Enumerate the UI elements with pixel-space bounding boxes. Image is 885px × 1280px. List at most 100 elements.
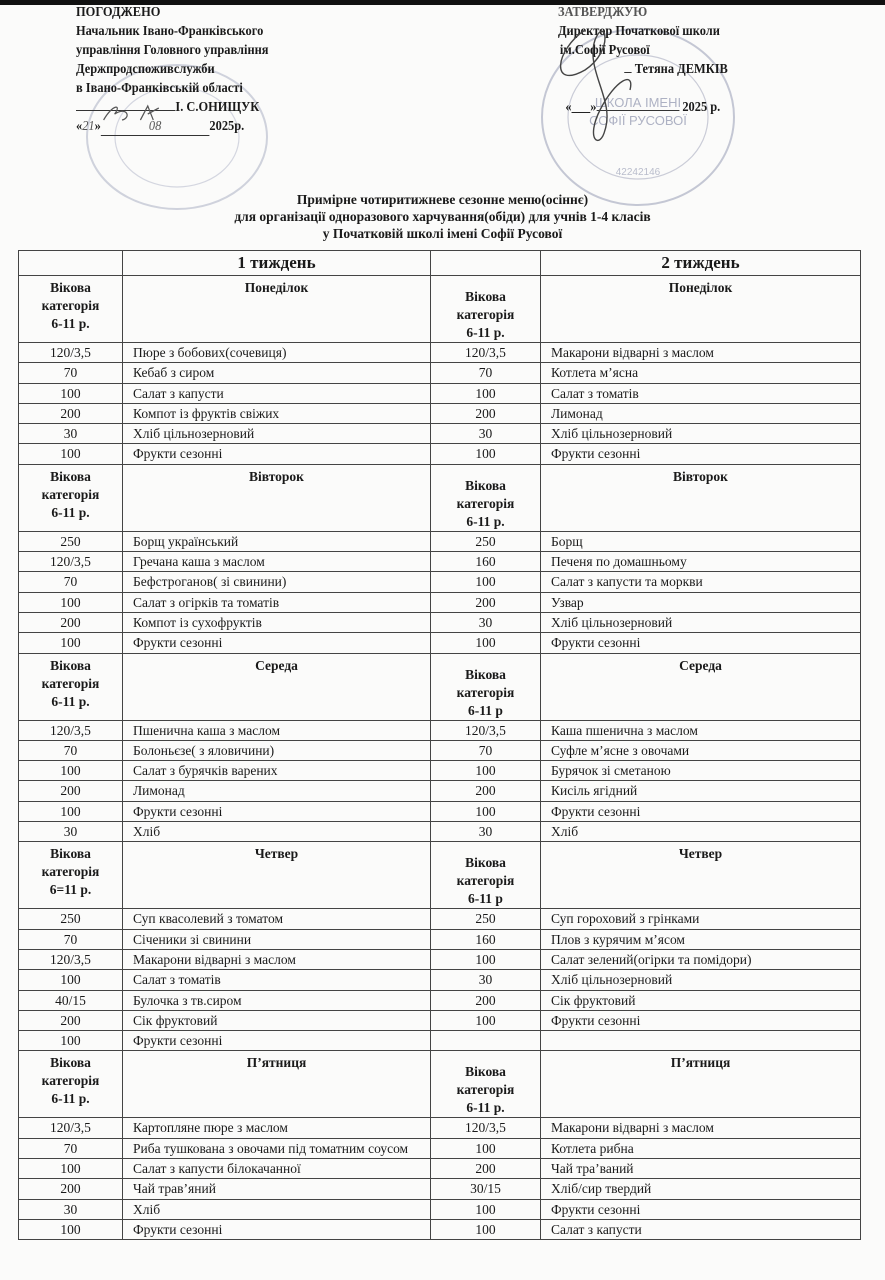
menu-item-row: 100 Салат з капусти 100 Салат з томатів xyxy=(18,382,861,404)
portion-week-1: 250 xyxy=(18,908,123,930)
dish-week-1: Бефстроганов( зі свинини) xyxy=(122,571,431,593)
dish-week-2: Хліб цільнозерновий xyxy=(540,423,861,445)
portion-week-2: 100 xyxy=(430,1198,541,1220)
age-category-text: 6-11 р. xyxy=(51,316,90,331)
dish-week-1: Гречана каша з маслом xyxy=(122,551,431,573)
portion-week-1: 30 xyxy=(18,1198,123,1220)
dish-week-1: Хліб цільнозерновий xyxy=(122,423,431,445)
day-name-week-1: Середа xyxy=(122,652,431,721)
dish-week-1: Болоньєзе( з яловичини) xyxy=(122,739,431,762)
age-category-text: 6-11 р. xyxy=(51,504,90,520)
document-title: Примірне чотиритижневе сезонне меню(осін… xyxy=(0,191,885,242)
age-category-text: 6-11 р. xyxy=(466,513,505,529)
portion-week-2: 120/3,5 xyxy=(430,341,541,364)
portion-week-1: 100 xyxy=(18,1218,123,1241)
day-name-week-1: Вівторок xyxy=(122,463,431,532)
portion-week-1: 100 xyxy=(18,382,123,404)
dish-week-2: Хліб цільнозерновий xyxy=(540,969,861,991)
portion-week-2: 100 xyxy=(430,1137,541,1160)
approval-left: ПОГОДЖЕНО Начальник Івано-Франківського … xyxy=(76,2,269,136)
menu-item-row: 100 Фрукти сезонні 100 Фрукти сезонні xyxy=(18,800,861,823)
dish-week-1: Салат з капусти xyxy=(122,382,431,404)
menu-item-row: 200 Сік фруктовий 100 Фрукти сезонні xyxy=(18,1009,861,1032)
portion-week-2: 200 xyxy=(430,402,541,425)
age-category-header: Вікова категорія 6-11 р. xyxy=(18,1050,123,1119)
dish-week-1: Салат з огірків та томатів xyxy=(122,591,431,613)
portion-week-1: 70 xyxy=(18,928,123,950)
signature xyxy=(76,104,176,121)
dish-week-1: Макарони відварні з маслом xyxy=(122,948,431,971)
age-category-header: Вікова категорія 6-11 р. xyxy=(430,463,541,532)
dish-week-2: Лимонад xyxy=(540,402,861,425)
date-year: 2025 р. xyxy=(682,99,721,114)
day-name-week-2: Понеділок xyxy=(540,275,861,343)
title-line: для організації одноразового харчування(… xyxy=(234,209,651,224)
menu-item-row: 100 Фрукти сезонні 100 Фрукти сезонні xyxy=(18,443,861,465)
dish-week-1: Лимонад xyxy=(122,780,431,802)
right-stamp: ШКОЛА ІМЕНІ СОФІЇ РУСОВОЇ 42242146 xyxy=(541,28,735,206)
dish-week-1: Картопляне пюре з маслом xyxy=(122,1117,431,1139)
portion-week-2: 100 xyxy=(430,632,541,654)
dish-week-1: Хліб xyxy=(122,821,431,843)
portion-week-1: 120/3,5 xyxy=(18,719,123,741)
age-category-text: 6-11 р. xyxy=(466,1100,505,1116)
portion-week-1: 100 xyxy=(18,1158,123,1180)
age-category-text: Вікова xyxy=(465,289,506,304)
portion-week-2: 100 xyxy=(430,443,541,465)
age-category-text: 6-11 р. xyxy=(466,325,505,340)
right-signature xyxy=(559,29,632,142)
menu-item-row: 200 Компот із фруктів свіжих 200 Лимонад xyxy=(18,402,861,425)
dish-week-1: Салат з томатів xyxy=(122,969,431,991)
dish-week-2: Плов з курячим м’ясом xyxy=(540,928,861,950)
portion-week-2: 70 xyxy=(430,362,541,384)
portion-week-1: 70 xyxy=(18,1137,123,1160)
portion-week-2: 120/3,5 xyxy=(430,1117,541,1139)
svg-text:ШКОЛА ІМЕНІ: ШКОЛА ІМЕНІ xyxy=(595,95,681,110)
portion-week-1: 120/3,5 xyxy=(18,341,123,364)
age-category-text: Вікова xyxy=(50,280,91,295)
portion-week-2: 250 xyxy=(430,908,541,930)
menu-item-row: 100 Салат з огірків та томатів 200 Узвар xyxy=(18,591,861,613)
portion-week-2: 100 xyxy=(430,948,541,971)
age-category-text: 6-11 р. xyxy=(51,693,90,709)
dish-week-2: Салат зелений(огірки та помідори) xyxy=(540,948,861,971)
dish-week-1: Кебаб з сиром xyxy=(122,362,431,384)
menu-item-row: 120/3,5 Макарони відварні з маслом 100 Сала… xyxy=(18,948,861,971)
menu-item-row: 200 Лимонад 200 Кисіль ягідний xyxy=(18,780,861,802)
portion-week-1: 30 xyxy=(18,821,123,843)
dish-week-2 xyxy=(540,1030,861,1052)
age-category-header: Вікова категорія 6-11 р xyxy=(430,652,541,721)
dish-week-2: Суп гороховий з грінками xyxy=(540,908,861,930)
dish-week-2: Хліб xyxy=(540,821,861,843)
signatory-name: Тетяна ДЕМКІВ xyxy=(634,61,728,76)
age-category-header: Вікова категорія 6-11 р. xyxy=(18,652,123,721)
portion-week-2: 30/15 xyxy=(430,1178,541,1200)
dish-week-2: Котлета рибна xyxy=(540,1137,861,1160)
dish-week-2: Фрукти сезонні xyxy=(540,632,861,654)
dish-week-1: Фрукти сезонні xyxy=(122,800,431,823)
day-name-week-1: Четвер xyxy=(122,841,431,910)
day-name-week-2: Вівторок xyxy=(540,463,861,532)
menu-item-row: 100 Салат з капусти білокачанної 200 Чай тр… xyxy=(18,1158,861,1180)
menu-item-row: 100 Фрукти сезонні 100 Фрукти сезонні xyxy=(18,632,861,654)
dish-week-2: Салат з томатів xyxy=(540,382,861,404)
age-category-header: Вікова категорія 6-11 р xyxy=(430,841,541,910)
age-category-header: Вікова категорія 6-11 р. xyxy=(430,1050,541,1119)
portion-week-2: 120/3,5 xyxy=(430,719,541,741)
menu-item-row: 70 Кебаб з сиром 70 Котлета м’ясна xyxy=(18,362,861,384)
portion-week-1: 30 xyxy=(18,423,123,445)
portion-week-1: 200 xyxy=(18,611,123,634)
day-header-row: Вікова категорія 6-11 р. П’ятниця Вікова кате… xyxy=(18,1050,861,1119)
day-name-week-2: Четвер xyxy=(540,841,861,910)
week-1-header: 1 тиждень xyxy=(122,250,431,276)
menu-item-row: 30 Хліб 30 Хліб xyxy=(18,821,861,843)
approval-line: управління Головного управління xyxy=(76,42,269,57)
age-category-text: Вікова xyxy=(50,468,91,484)
day-name-week-2: П’ятниця xyxy=(540,1050,861,1119)
age-category-text: Вікова xyxy=(50,657,91,673)
portion-week-2 xyxy=(430,1030,541,1052)
age-category-text: категорія xyxy=(41,1073,100,1089)
date-year: 2025р. xyxy=(209,118,245,133)
age-category-text: Вікова xyxy=(50,846,91,862)
menu-item-row: 100 Фрукти сезонні xyxy=(18,1030,861,1052)
